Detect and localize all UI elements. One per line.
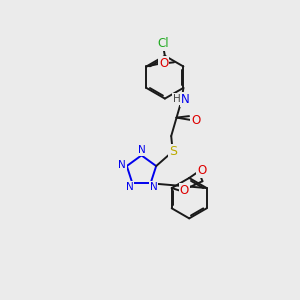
Text: O: O	[159, 57, 168, 70]
Text: N: N	[150, 182, 158, 192]
Text: S: S	[169, 145, 177, 158]
Text: N: N	[118, 160, 126, 170]
Text: H: H	[173, 94, 181, 104]
Text: O: O	[191, 114, 200, 127]
Text: Cl: Cl	[158, 37, 169, 50]
Text: N: N	[126, 182, 134, 192]
Text: N: N	[181, 93, 190, 106]
Text: O: O	[197, 164, 206, 177]
Text: O: O	[180, 184, 189, 197]
Text: N: N	[138, 146, 146, 155]
